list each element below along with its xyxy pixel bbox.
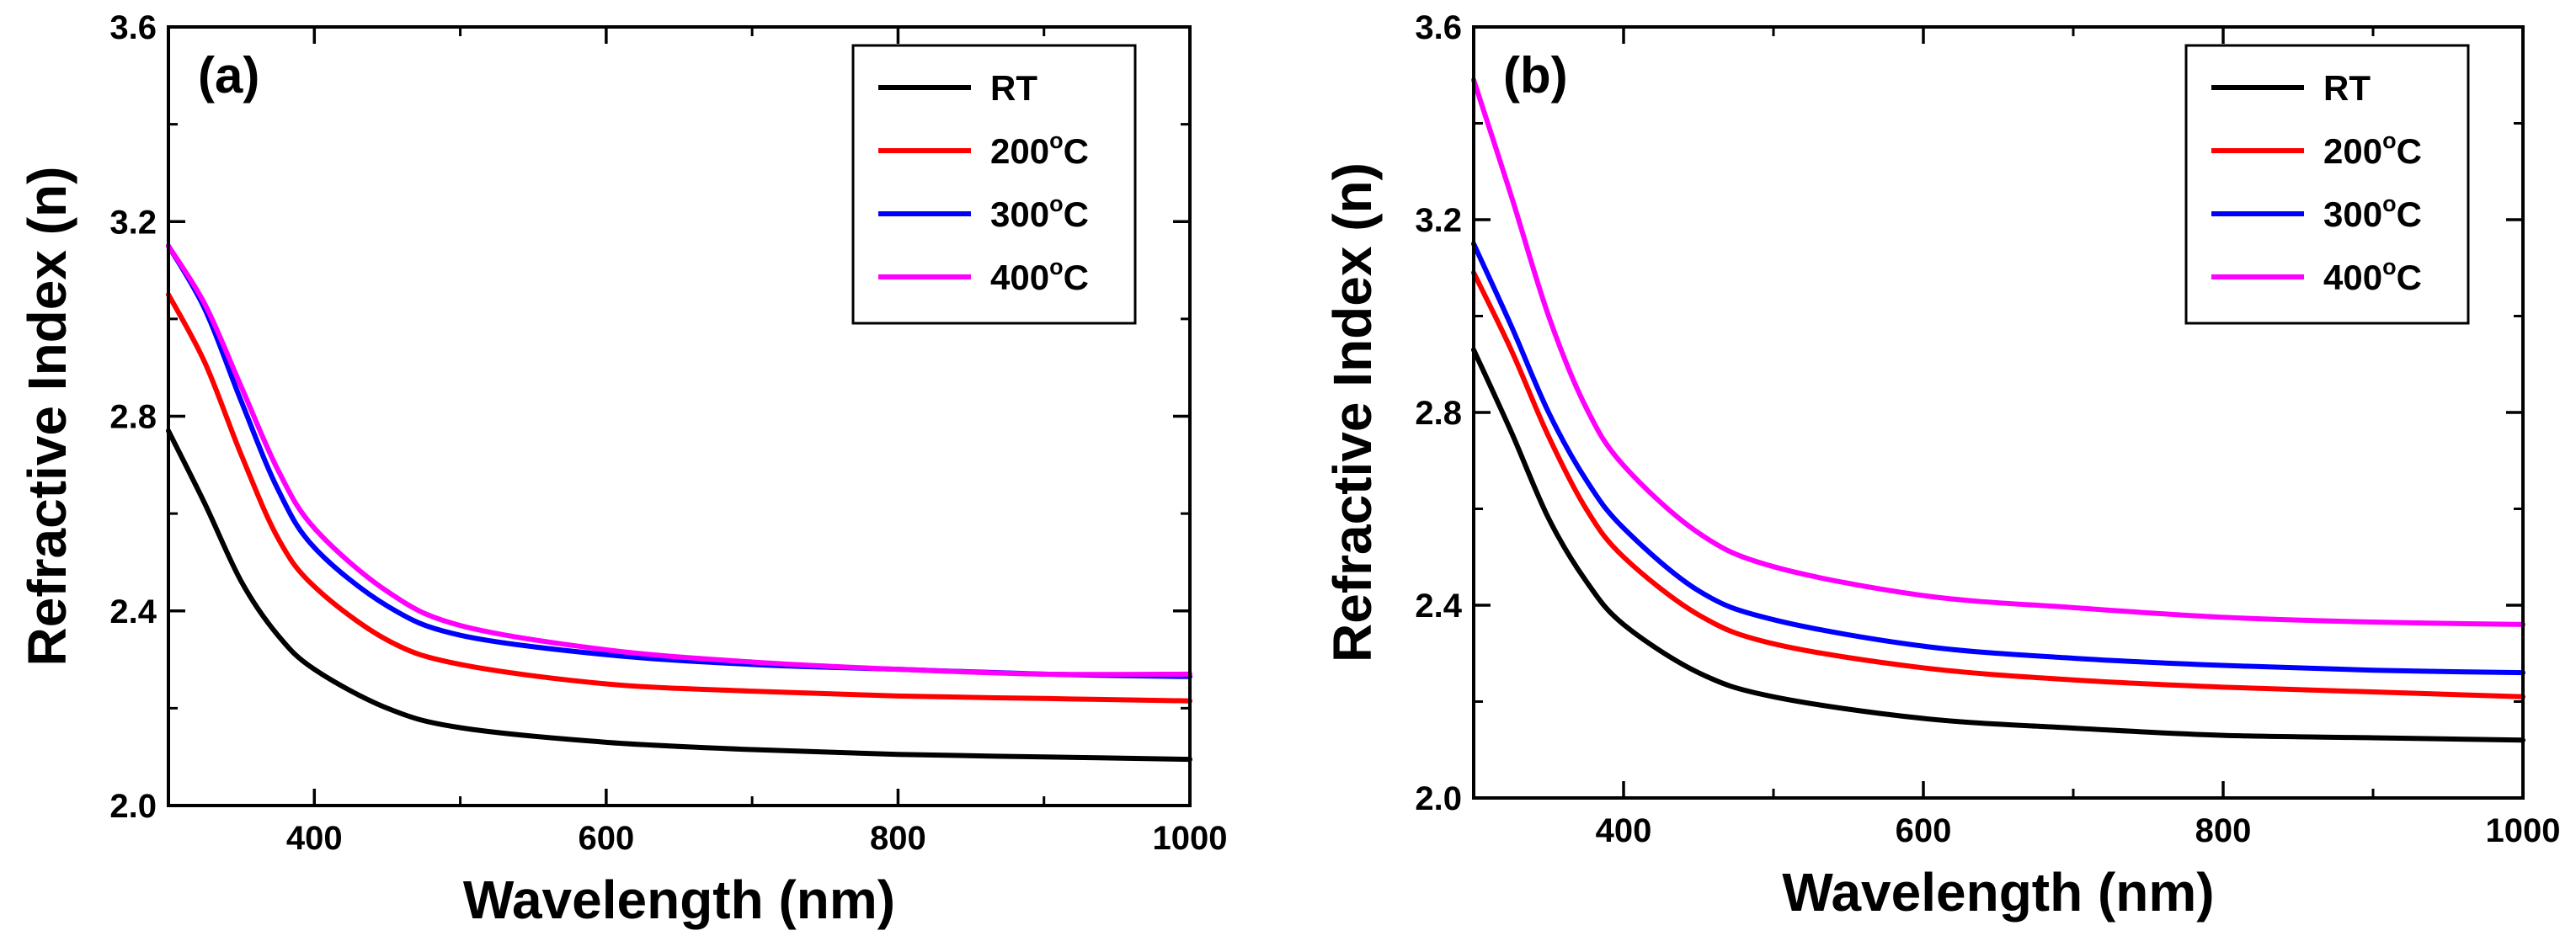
y-tick-label: 2.0 [1415,780,1462,817]
series-line-rt [1471,347,2525,743]
series-line-200 [1471,269,2525,699]
y-axis-title: Refractive Index (n) [17,167,77,667]
x-tick-label: 400 [286,820,343,857]
legend-entry-200: 200oC [2323,128,2422,171]
legend-entry-rt: RT [2323,68,2371,108]
panel-label: (b) [1503,47,1568,104]
y-tick-label: 2.8 [109,399,157,436]
panel-a: 400 600 800 1000 2.0 2.4 2.8 3.2 3.6 Wavelength (… [17,9,1227,930]
series-line-300 [1471,241,2525,676]
y-tick-label: 3.2 [1415,202,1462,239]
x-tick-label: 1000 [1153,820,1228,857]
x-axis-title: Wavelength (nm) [463,870,895,930]
y-axis-title: Refractive Index (n) [1322,162,1383,662]
y-tick-label: 2.0 [109,788,157,825]
legend: RT 200oC 300oC 400oC [2184,44,2470,325]
series-line-200 [166,291,1192,704]
panel-label: (a) [198,47,259,104]
x-tick-label: 800 [870,820,926,857]
plot-frame [167,25,1192,807]
x-tick-label: 800 [2195,812,2252,849]
x-tick-label: 600 [1896,812,1952,849]
legend-entry-300: 300oC [2323,191,2422,234]
x-axis-ticks: 400 600 800 1000 [1596,27,2561,849]
legend: RT 200oC 300oC 400oC [851,44,1137,325]
legend-entry-200: 200oC [990,128,1089,171]
legend-entry-400: 400oC [990,254,1089,297]
panel-b: 400 600 800 1000 2.0 2.4 2.8 3.2 3.6 Wavelength (… [1322,9,2560,923]
y-tick-label: 2.4 [1415,588,1462,625]
series-lines [166,243,1192,763]
series-line-rt [166,428,1192,763]
y-tick-label: 2.4 [109,593,157,630]
y-tick-label: 3.2 [109,204,157,241]
x-tick-label: 400 [1596,812,1652,849]
series-line-400 [1471,77,2525,627]
x-axis-title: Wavelength (nm) [1782,862,2214,923]
series-line-400 [166,243,1192,678]
series-lines [1471,77,2525,743]
x-tick-label: 600 [578,820,634,857]
legend-entry-300: 300oC [990,191,1089,234]
x-tick-label: 1000 [2486,812,2561,849]
y-tick-label: 3.6 [109,9,157,46]
y-tick-label: 2.8 [1415,395,1462,432]
legend-entry-rt: RT [990,68,1037,108]
y-tick-label: 3.6 [1415,9,1462,46]
y-axis-ticks: 2.0 2.4 2.8 3.2 3.6 [1415,9,2523,817]
x-axis-ticks: 400 600 800 1000 [286,27,1228,857]
legend-entry-400: 400oC [2323,254,2422,297]
plot-frame [1472,25,2525,800]
